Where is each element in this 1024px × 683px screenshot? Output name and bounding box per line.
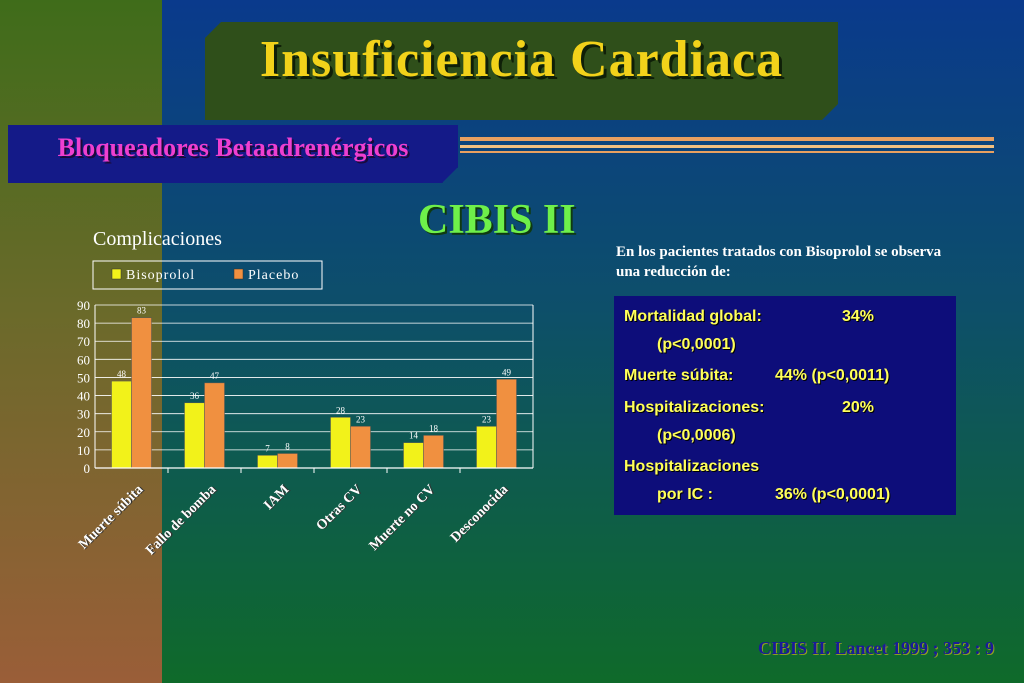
legend-label: Placebo [248,268,299,283]
bar-bisoprolol [330,417,351,469]
y-tick-label: 50 [77,370,90,385]
y-tick-label: 70 [77,334,90,349]
legend-frame [92,260,323,290]
y-tick-label: 10 [77,443,90,458]
hospic-value: 36% (p<0,0001) [775,486,891,503]
x-tick-label: Desconocida [448,482,511,545]
hosp-label: Hospitalizaciones: [624,399,765,416]
mortalidad-label: Mortalidad global: [624,308,762,325]
decor-stripe [460,151,994,153]
title-box [205,22,838,120]
data-label: 14 [409,431,419,441]
data-label: 49 [502,367,512,377]
hosp-p: (p<0,0006) [657,427,736,444]
y-tick-label: 0 [84,461,91,476]
legend-swatch [233,268,244,280]
page-title: Insuficiencia Cardiaca [259,31,784,88]
x-tick-label: Otras CV [314,482,366,534]
bar-placebo [350,426,371,469]
chart-heading: Complicaciones [93,228,222,250]
description-text: En los pacientes tratados con Bisoprolol… [616,244,942,280]
bar-bisoprolol [403,442,424,469]
data-label: 18 [429,423,439,433]
subtitle-box [8,125,458,183]
bar-bisoprolol [257,455,278,469]
x-tick-label: IAM [261,482,292,513]
decor-stripe [460,137,994,141]
bar-bisoprolol [111,380,132,469]
data-label: 36 [190,391,200,401]
data-label: 23 [356,414,366,424]
x-tick-label: Muerte no CV [367,482,439,554]
study-name: CIBIS II [418,197,576,243]
muerte-label: Muerte súbita: [624,367,734,384]
bar-placebo [423,435,444,469]
subtitle: Bloqueadores Betaadrenérgicos [57,133,409,162]
data-label: 83 [137,306,147,316]
muerte-value: 44% (p<0,0011) [775,367,890,384]
bar-placebo [204,382,225,469]
hospic-sub: por IC : [657,486,713,503]
bar-chart: Bisoprolol Placebo 0 10 20 30 40 50 60 70 80 90 48 8… [76,260,534,558]
legend-label: Bisoprolol [126,268,195,283]
y-tick-label: 90 [77,298,90,313]
bar-bisoprolol [476,426,497,469]
y-tick-label: 30 [77,407,90,422]
x-tick-label: Muerte súbita [76,482,146,552]
chart-legend: Bisoprolol Placebo [92,260,323,290]
hosp-value: 20% [842,399,875,416]
bar-placebo [131,317,152,469]
bar-placebo [277,453,298,469]
data-label: 28 [336,405,346,415]
citation: CIBIS II. Lancet 1999 ; 353 : 9 [757,638,994,658]
y-tick-label: 80 [77,316,90,331]
decor-stripe [460,145,994,148]
bar-placebo [496,379,517,469]
data-label: 48 [117,369,127,379]
y-tick-label: 60 [77,352,90,367]
data-label: 47 [210,371,220,381]
y-tick-label: 20 [77,425,90,440]
x-tick-label: Fallo de bomba [143,482,219,558]
bar-bisoprolol [184,402,205,469]
data-label: 7 [265,443,270,453]
legend-swatch [111,268,122,280]
mortalidad-p: (p<0,0001) [657,336,736,353]
data-label: 23 [482,414,492,424]
mortalidad-value: 34% [842,308,875,325]
chart-plot: 0 10 20 30 40 50 60 70 80 90 48 83 Muerte súbita 36 47… [76,298,534,558]
y-tick-label: 40 [77,389,90,404]
hospic-label: Hospitalizaciones [624,458,760,475]
data-label: 8 [285,442,290,452]
results-box: Mortalidad global: 34% (p<0,0001) Muerte… [614,296,956,515]
